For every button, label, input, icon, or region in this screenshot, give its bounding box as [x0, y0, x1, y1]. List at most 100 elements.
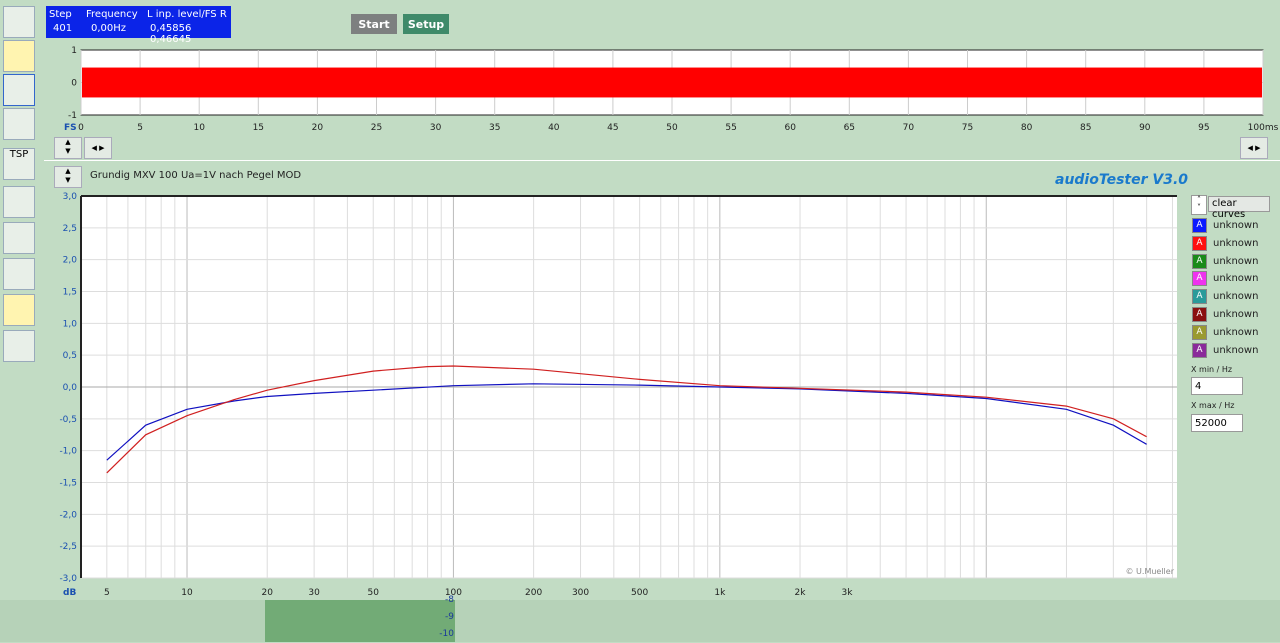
x-tick-label: 100 [445, 588, 462, 598]
impulse-tool-icon[interactable] [3, 186, 35, 218]
bottom-tick: -8 [445, 595, 454, 605]
xmax-input[interactable]: 52000 [1191, 414, 1243, 432]
frequency-response-tool-icon[interactable] [3, 74, 35, 106]
x-tick-label: 200 [525, 588, 542, 598]
curve-spinner[interactable]: ▲ ▼ [54, 166, 82, 188]
setup-button[interactable]: Setup [403, 14, 449, 34]
x-tick-label: 30 [308, 588, 320, 598]
time-x-tick: 20 [312, 123, 324, 133]
x-tick-label: 500 [631, 588, 648, 598]
legend-label: unknown [1213, 220, 1259, 231]
filter-tool-icon[interactable] [3, 222, 35, 254]
time-x-tick: 30 [430, 123, 442, 133]
xmin-label: X min / Hz [1191, 365, 1233, 374]
legend-label: unknown [1213, 273, 1259, 285]
speaker-book-tool-icon[interactable] [3, 294, 35, 326]
y-tick-label: -1,0 [59, 447, 77, 457]
legend-label: unknown [1213, 326, 1259, 338]
y-tick-label: -1,5 [59, 479, 77, 489]
legend-label: unknown [1213, 291, 1259, 303]
level-header: L inp. level/FS R [147, 9, 227, 20]
y-tick-label: -2,5 [59, 542, 77, 552]
spectrum-tool-icon[interactable] [3, 6, 35, 38]
y-tick-label: 0,5 [63, 351, 77, 361]
step-header: Step [49, 9, 72, 20]
y-tick-label: 3,0 [63, 192, 78, 202]
time-x-tick: 90 [1139, 123, 1151, 133]
tsp-tool-button[interactable]: TSP [3, 148, 35, 180]
xmin-input[interactable]: 4 [1191, 377, 1243, 395]
y-tick-label: 2,5 [63, 224, 77, 234]
bottom-tick: -9 [445, 612, 454, 622]
legend-label: unknown [1213, 344, 1259, 356]
bottom-panel-highlight [265, 600, 455, 642]
time-zoom-spinner[interactable]: ▲ ▼ [54, 137, 82, 159]
curve-color-swatch[interactable]: A [1192, 324, 1207, 340]
frequency-header: Frequency [86, 9, 138, 20]
time-y-tick: -1 [68, 111, 77, 121]
x-tick-label: 5 [104, 588, 110, 598]
frequency-response-chart: 3,0 2,5 2,0 1,5 1,0 0,5 0,0 -0,5 -1,0 -1,5 -2,0 -2,… [59, 192, 1177, 598]
frequency-value: 0,00Hz [91, 23, 127, 34]
bottom-tick: -10 [439, 629, 454, 639]
x-tick-label: 3k [841, 588, 853, 598]
time-x-tick: 60 [784, 123, 796, 133]
y-tick-label: 1,5 [63, 288, 77, 298]
step-value: 401 [53, 23, 73, 34]
divider [44, 160, 1280, 161]
time-scroll-buttons[interactable]: ◀ ▶ [84, 137, 112, 159]
time-scroll-right-buttons[interactable]: ◀ ▶ [1240, 137, 1268, 159]
clear-curves-button[interactable]: clear curves [1208, 196, 1270, 220]
y-tick-label: -3,0 [59, 574, 77, 584]
legend-label: unknown [1213, 255, 1259, 267]
time-x-tick: 50 [666, 123, 678, 133]
x-tick-label: 1k [714, 588, 726, 598]
y-tick-label: 1,0 [63, 319, 78, 329]
speaker-measure-tool-icon[interactable] [3, 258, 35, 290]
curve-color-swatch[interactable]: A [1192, 289, 1207, 305]
time-x-tick: 10 [193, 123, 205, 133]
curve-color-swatch[interactable]: A [1192, 253, 1207, 269]
time-y-tick: 0 [71, 79, 77, 89]
y-unit-label: dB [63, 588, 76, 598]
curve-color-swatch[interactable]: A [1192, 271, 1207, 287]
time-x-tick: 55 [725, 123, 736, 133]
measurement-title: Grundig MXV 100 Ua=1V nach Pegel MOD [90, 170, 302, 181]
legend-label: unknown [1213, 309, 1259, 320]
time-plot: 0 5 10 15 20 25 30 35 40 45 50 55 60 65 70 75 80 85 90 95 10… [64, 46, 1279, 133]
time-x-tick: 5 [137, 123, 143, 133]
curve-color-swatch[interactable]: A [1192, 307, 1207, 322]
legend-label: unknown [1213, 237, 1259, 249]
response-curve-2 [106, 365, 1147, 474]
xmax-label: X max / Hz [1191, 401, 1235, 410]
bottom-axis-ticks: -8 -9 -10 [436, 595, 454, 643]
square-wave-tool-icon[interactable] [3, 330, 35, 362]
book-tool-icon[interactable] [3, 40, 35, 72]
curve-color-swatch[interactable]: A [1192, 235, 1207, 251]
time-x-tick: 100ms [1248, 123, 1279, 133]
curve-color-swatch[interactable]: A [1192, 218, 1207, 233]
x-tick-label: 300 [572, 588, 589, 598]
speaker-tool-icon[interactable] [3, 108, 35, 140]
copyright: © U.Mueller [1126, 567, 1175, 576]
time-x-tick: 25 [371, 123, 382, 133]
x-tick-label: 50 [368, 588, 380, 598]
status-panel: Step Frequency L inp. level/FS R 401 0,0… [46, 6, 231, 45]
curve-color-swatch[interactable]: A [1192, 342, 1207, 358]
time-x-tick: 65 [844, 123, 855, 133]
time-x-tick: 45 [607, 123, 618, 133]
start-button[interactable]: Start [351, 14, 397, 34]
level-values: 0,45856 0,46645 [150, 23, 192, 45]
time-x-tick: 0 [78, 123, 84, 133]
time-x-tick: 75 [962, 123, 973, 133]
x-tick-label: 2k [795, 588, 807, 598]
legend-scroll-spinner[interactable]: ˄ ˅ [1191, 195, 1207, 215]
